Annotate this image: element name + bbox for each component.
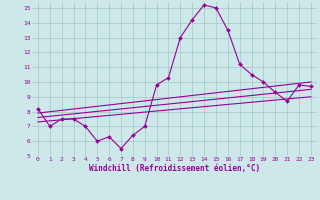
X-axis label: Windchill (Refroidissement éolien,°C): Windchill (Refroidissement éolien,°C) <box>89 164 260 173</box>
